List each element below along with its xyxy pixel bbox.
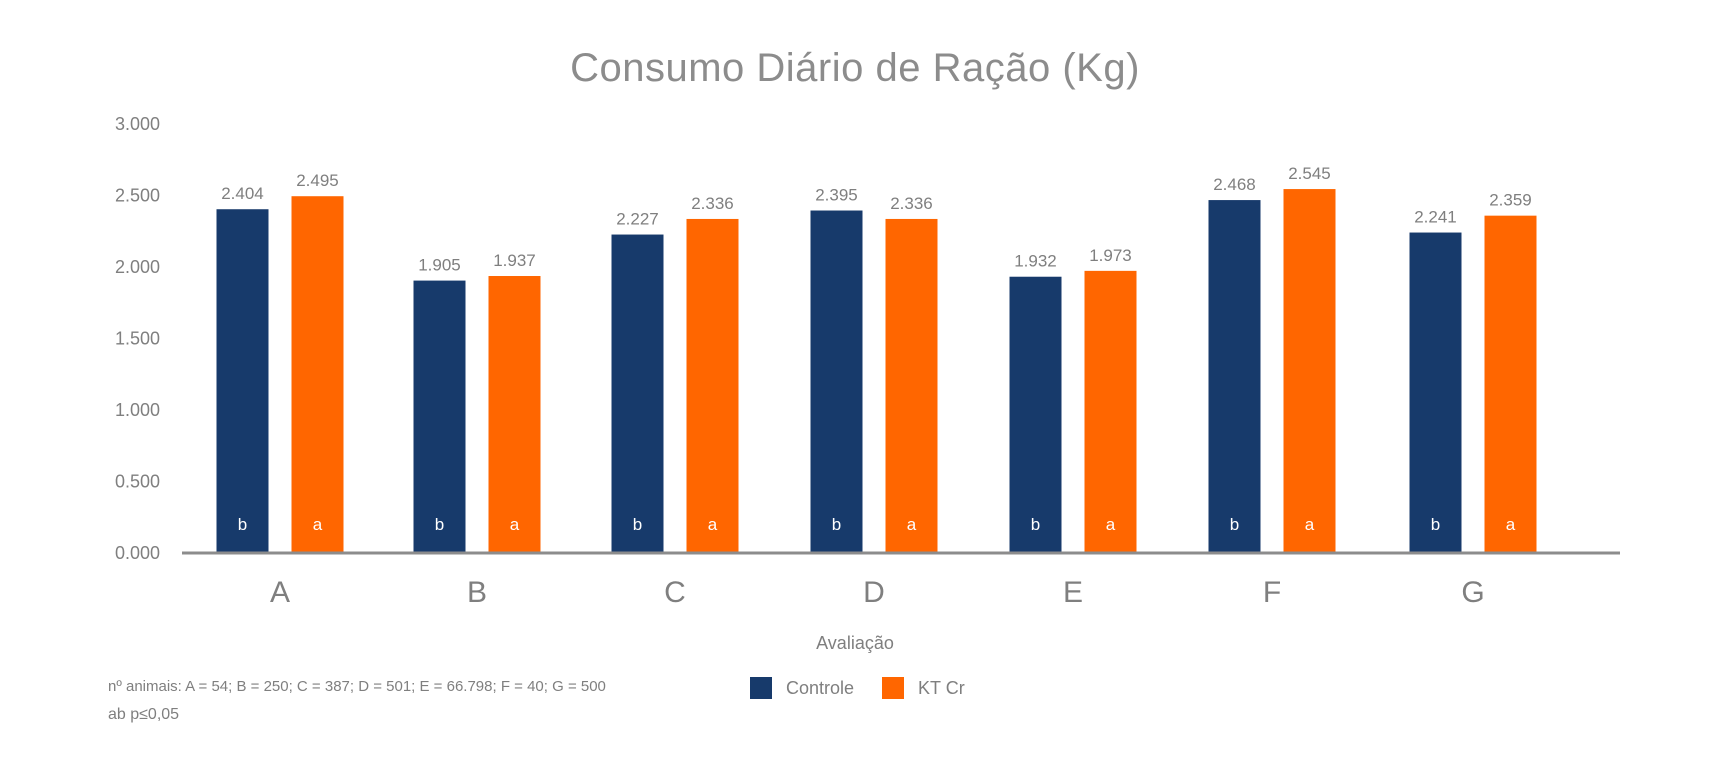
- significance-letter: a: [1506, 515, 1516, 534]
- data-label: 2.359: [1489, 191, 1532, 210]
- data-label: 2.336: [890, 194, 933, 213]
- x-tick-label: C: [664, 576, 686, 609]
- data-label: 2.227: [616, 210, 659, 229]
- significance-letter: a: [1305, 515, 1315, 534]
- data-label: 1.905: [418, 256, 461, 275]
- bar-ktcr: [686, 218, 739, 553]
- bar-ktcr: [291, 196, 344, 553]
- bar-controle: [216, 209, 269, 553]
- significance-letter: b: [1431, 515, 1440, 534]
- bar-controle: [1208, 200, 1261, 554]
- bar-controle: [1409, 232, 1462, 554]
- y-tick-label: 3.000: [115, 114, 160, 134]
- y-tick-label: 1.000: [115, 400, 160, 420]
- significance-letter: b: [832, 515, 841, 534]
- significance-letter: a: [1106, 515, 1116, 534]
- data-label: 2.395: [815, 186, 858, 205]
- x-tick-label: B: [467, 576, 487, 609]
- data-label: 2.545: [1288, 164, 1331, 183]
- legend: Controle KT Cr: [750, 677, 993, 699]
- data-label: 2.241: [1414, 208, 1457, 227]
- y-tick-label: 2.000: [115, 257, 160, 277]
- bar-ktcr: [488, 276, 541, 553]
- legend-item-controle: Controle: [750, 677, 854, 699]
- x-tick-label: E: [1063, 576, 1083, 609]
- bar-ktcr: [1283, 189, 1336, 553]
- bar-controle: [413, 280, 466, 553]
- bar-ktcr: [1484, 215, 1537, 553]
- x-axis-label: Avaliação: [816, 633, 894, 653]
- y-tick-label: 1.500: [115, 329, 160, 349]
- significance-letter: b: [1230, 515, 1239, 534]
- bar-ktcr: [1084, 270, 1137, 553]
- x-tick-label: F: [1263, 576, 1281, 609]
- legend-swatch-ktcr: [882, 677, 905, 699]
- y-tick-label: 0.000: [115, 543, 160, 563]
- legend-label-ktcr: KT Cr: [918, 677, 965, 698]
- bar-controle: [611, 234, 664, 553]
- x-tick-label: A: [270, 576, 290, 609]
- x-tick-label: D: [863, 576, 885, 609]
- x-tick-label: G: [1461, 576, 1484, 609]
- significance-letter: a: [907, 515, 917, 534]
- data-label: 2.404: [221, 184, 264, 203]
- significance-letter: b: [633, 515, 642, 534]
- legend-label-controle: Controle: [786, 677, 855, 698]
- y-tick-label: 2.500: [115, 186, 160, 206]
- significance-letter: a: [313, 515, 323, 534]
- bar-controle: [1009, 276, 1062, 553]
- data-label: 1.937: [493, 251, 536, 270]
- bar-controle: [810, 210, 863, 553]
- significance-letter: a: [510, 515, 520, 534]
- significance-note: ab p≤0,05: [108, 706, 180, 723]
- data-label: 2.468: [1213, 175, 1256, 194]
- bar-ktcr: [885, 218, 938, 553]
- data-label: 1.973: [1089, 246, 1132, 265]
- chart-title: Consumo Diário de Ração (Kg): [570, 46, 1140, 90]
- significance-letter: b: [435, 515, 444, 534]
- legend-swatch-controle: [750, 677, 772, 699]
- y-tick-label: 0.500: [115, 472, 160, 492]
- significance-letter: b: [238, 515, 247, 534]
- data-label: 2.336: [691, 194, 734, 213]
- significance-letter: a: [708, 515, 718, 534]
- data-label: 2.495: [296, 171, 339, 190]
- animals-note: nº animais: A = 54; B = 250; C = 387; D …: [108, 678, 606, 695]
- significance-letter: b: [1031, 515, 1040, 534]
- data-label: 1.932: [1014, 252, 1057, 271]
- legend-item-ktcr: KT Cr: [882, 677, 965, 699]
